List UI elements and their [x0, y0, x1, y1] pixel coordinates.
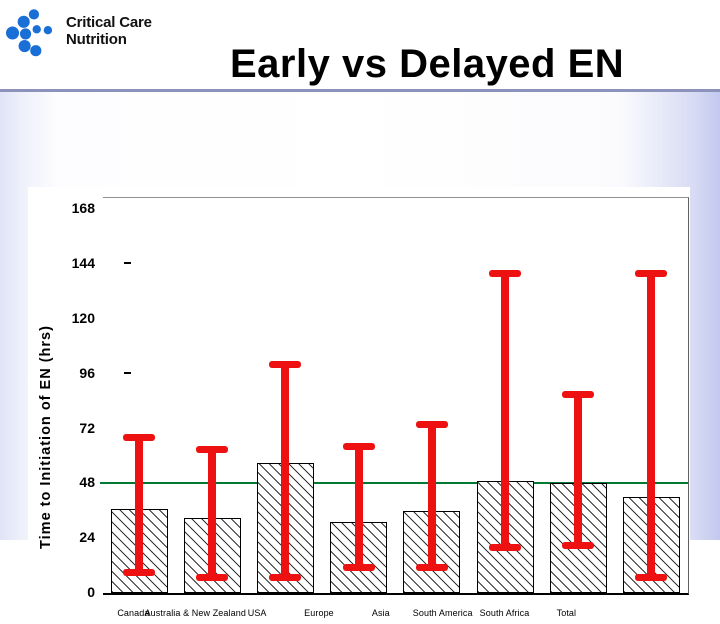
y-tick-dash	[124, 262, 131, 265]
x-category-label: Total	[556, 608, 577, 618]
bar-error-line	[574, 394, 583, 546]
logo-text-line2: Nutrition	[66, 31, 127, 48]
bar-error-cap-top	[562, 390, 595, 398]
bar-error-cap-top	[342, 443, 375, 451]
y-tick-label: 72	[79, 419, 95, 436]
chart-panel: Time to Initiation of EN (hrs) 168 144 120…	[28, 187, 690, 624]
bar-error-cap-top	[489, 269, 521, 277]
slide-header: Critical Care Nutrition Early vs Delayed…	[0, 0, 720, 90]
bar-error-cap-top	[269, 361, 302, 369]
logo-text-line1: Critical Care	[66, 14, 152, 31]
slide-background: Time to Initiation of EN (hrs) 168 144 120…	[0, 92, 720, 624]
bar-error-cap-top	[635, 269, 668, 277]
bar-error-line	[647, 273, 656, 577]
bar-error-cap-bottom	[269, 573, 302, 581]
y-tick-dash	[124, 371, 131, 374]
y-tick-label: 144	[71, 255, 95, 272]
bar-error-cap-top	[196, 445, 229, 453]
y-tick-label: 48	[79, 474, 95, 491]
bar-error-line	[208, 449, 217, 577]
logo-text: Critical Care Nutrition	[66, 14, 152, 48]
bar-error-line	[427, 424, 436, 568]
y-tick-label: 96	[79, 364, 95, 381]
bar-error-cap-bottom	[562, 541, 595, 549]
bar-error-line	[354, 446, 363, 568]
bar-error-cap-top	[415, 420, 448, 428]
bar-error-cap-bottom	[196, 573, 229, 581]
slide-title: Early vs Delayed EN	[230, 42, 625, 86]
bar-error-cap-bottom	[415, 564, 448, 572]
bar-error-cap-top	[123, 434, 155, 442]
reference-line	[100, 482, 688, 485]
y-tick-label: 24	[79, 529, 95, 546]
bar-error-cap-bottom	[489, 543, 521, 551]
bar-error-line	[135, 437, 143, 573]
y-tick-label: 120	[71, 310, 95, 326]
y-tick-label: 0	[87, 584, 95, 600]
bar-error-line	[501, 273, 509, 548]
ccn-logo-icon	[6, 9, 53, 57]
bar-error-cap-bottom	[635, 573, 668, 581]
bar-error-line	[281, 364, 290, 577]
bar-error-cap-bottom	[342, 564, 375, 572]
ccn-logo: Critical Care Nutrition	[6, 6, 186, 62]
title-separator	[0, 89, 720, 92]
y-tick-label: 168	[71, 200, 95, 217]
plot-area	[100, 197, 689, 595]
bar-error-cap-bottom	[123, 568, 155, 576]
